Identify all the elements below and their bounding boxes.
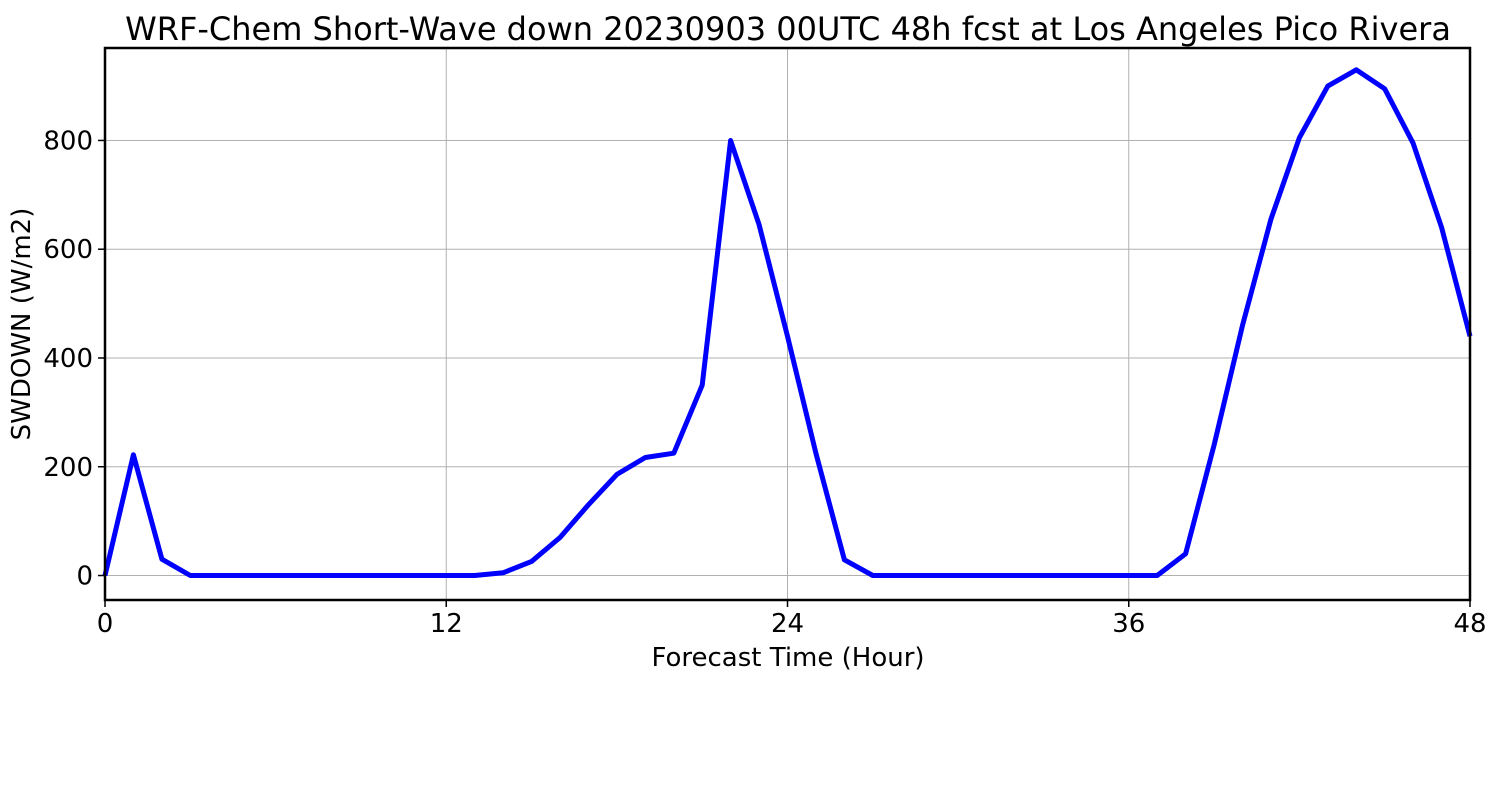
- y-tick-label: 600: [43, 235, 93, 265]
- chart-title: WRF-Chem Short-Wave down 20230903 00UTC …: [125, 10, 1451, 48]
- y-tick-label: 400: [43, 344, 93, 374]
- ticks: 0 12 24 36 48 0 200 400 600 800: [43, 126, 1486, 639]
- x-tick-label: 12: [430, 609, 463, 639]
- x-tick-label: 36: [1112, 609, 1145, 639]
- x-tick-label: 0: [97, 609, 114, 639]
- y-axis-label: SWDOWN (W/m2): [7, 208, 37, 441]
- y-tick-label: 800: [43, 126, 93, 156]
- y-tick-label: 200: [43, 453, 93, 483]
- x-tick-label: 48: [1453, 609, 1486, 639]
- grid: [104, 48, 1471, 600]
- x-axis-label: Forecast Time (Hour): [651, 643, 924, 673]
- x-tick-label: 24: [771, 609, 804, 639]
- y-tick-label: 0: [76, 562, 93, 592]
